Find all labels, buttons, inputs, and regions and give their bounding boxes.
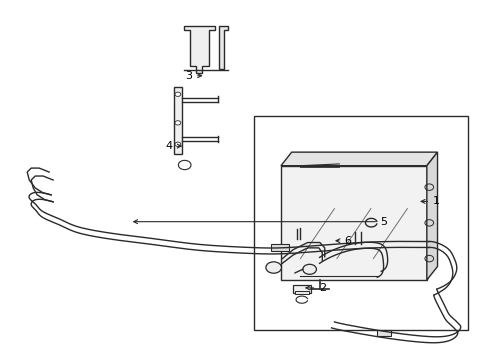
Polygon shape <box>183 26 214 73</box>
Bar <box>376 330 391 336</box>
Circle shape <box>265 262 281 273</box>
Bar <box>281 166 426 280</box>
Polygon shape <box>218 26 228 69</box>
Text: 6: 6 <box>344 236 350 246</box>
Bar <box>270 244 288 251</box>
Text: 2: 2 <box>318 283 325 293</box>
Text: 5: 5 <box>380 217 387 227</box>
Bar <box>254 116 467 330</box>
Circle shape <box>175 121 181 125</box>
Polygon shape <box>174 87 182 154</box>
Polygon shape <box>426 152 437 280</box>
Circle shape <box>175 92 181 96</box>
Text: 3: 3 <box>185 71 192 81</box>
Text: 4: 4 <box>165 141 173 151</box>
Bar <box>294 291 308 294</box>
Circle shape <box>302 264 316 274</box>
Polygon shape <box>281 152 437 166</box>
Circle shape <box>175 142 181 147</box>
Text: 1: 1 <box>432 197 439 206</box>
Bar <box>292 285 310 293</box>
